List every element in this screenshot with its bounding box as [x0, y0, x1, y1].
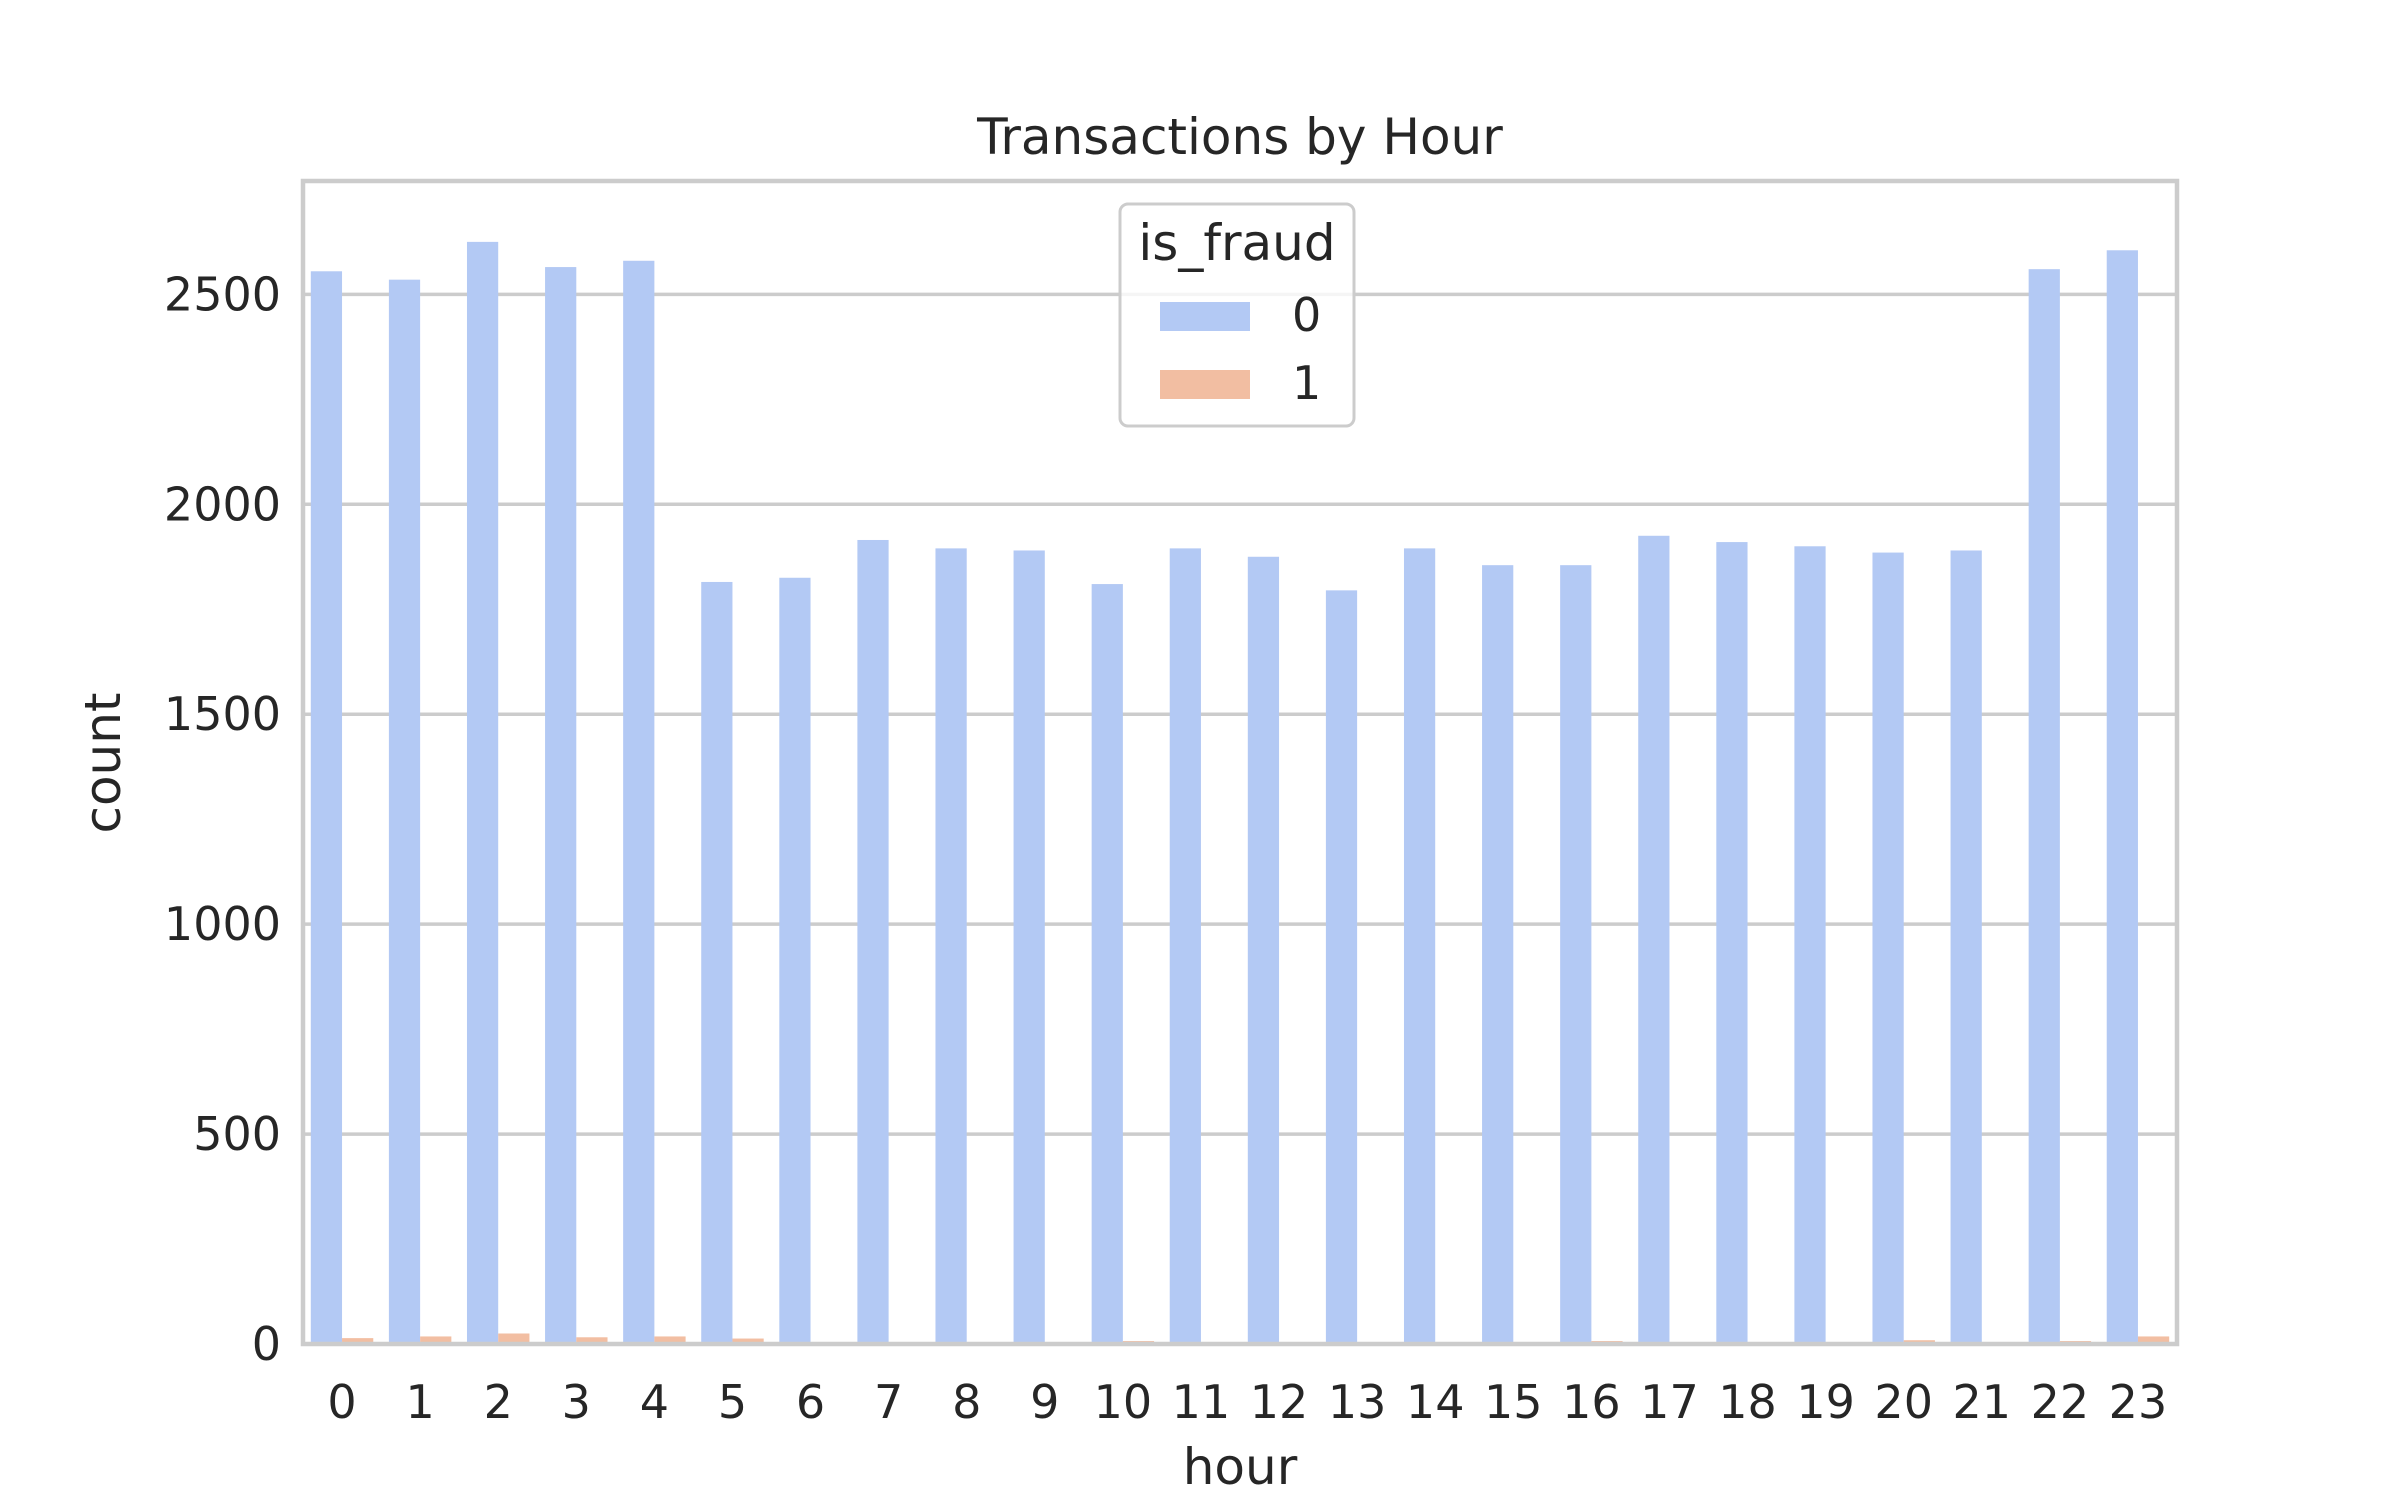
- bar-fraud-1-hour-1: [420, 1336, 452, 1344]
- bar-fraud-0-hour-13: [1325, 590, 1358, 1344]
- bar-fraud-1-hour-23: [2137, 1336, 2170, 1344]
- legend-label-1: 1: [1292, 356, 1321, 410]
- x-tick-label: 8: [952, 1375, 981, 1429]
- x-tick-label: 13: [1328, 1375, 1387, 1429]
- y-axis-label: count: [74, 692, 132, 833]
- x-tick-label: 7: [874, 1375, 903, 1429]
- x-tick-labels: 0 1 2 3 4 5 6 7 8 9 10 11 12 13 14 15 16 17 18 19 20 21 22 23: [327, 1375, 2167, 1429]
- bar-fraud-0-hour-9: [1013, 550, 1045, 1344]
- x-tick-label: 16: [1562, 1375, 1621, 1429]
- x-tick-label: 6: [796, 1375, 825, 1429]
- legend-swatch-1: [1160, 370, 1250, 399]
- x-tick-label: 17: [1640, 1375, 1699, 1429]
- bar-fraud-0-hour-0: [310, 271, 343, 1345]
- bar-fraud-1-hour-4: [654, 1336, 686, 1344]
- x-tick-label: 22: [2031, 1375, 2090, 1429]
- x-tick-label: 20: [1874, 1375, 1933, 1429]
- bar-fraud-0-hour-3: [545, 267, 577, 1344]
- y-tick-labels: 0 500 1000 1500 2000 2500: [164, 267, 281, 1371]
- x-tick-label: 9: [1030, 1375, 1059, 1429]
- bar-fraud-0-hour-18: [1716, 542, 1748, 1344]
- bar-fraud-1-hour-2: [498, 1333, 530, 1344]
- bar-fraud-0-hour-4: [623, 260, 655, 1344]
- y-tick-label: 500: [193, 1107, 281, 1161]
- y-tick-label: 2500: [164, 267, 281, 321]
- y-tick-label: 1000: [164, 897, 281, 951]
- bar-fraud-0-hour-15: [1482, 565, 1514, 1344]
- x-tick-label: 3: [562, 1375, 591, 1429]
- bar-fraud-0-hour-21: [1950, 550, 1982, 1344]
- y-tick-label: 2000: [164, 477, 281, 531]
- bars: [310, 241, 2170, 1345]
- bar-fraud-0-hour-6: [779, 577, 811, 1344]
- chart-title: Transactions by Hour: [976, 108, 1503, 166]
- x-tick-label: 23: [2109, 1375, 2168, 1429]
- bar-fraud-0-hour-2: [466, 241, 499, 1345]
- plot-frame: [300, 178, 2180, 1347]
- bar-fraud-0-hour-12: [1247, 556, 1280, 1344]
- bar-fraud-1-hour-0: [342, 1338, 374, 1344]
- bar-fraud-0-hour-11: [1169, 548, 1201, 1344]
- x-tick-label: 1: [405, 1375, 434, 1429]
- x-tick-label: 15: [1484, 1375, 1543, 1429]
- x-tick-label: 10: [1094, 1375, 1153, 1429]
- bar-fraud-0-hour-14: [1403, 548, 1436, 1344]
- bar-fraud-0-hour-5: [701, 581, 733, 1344]
- bar-fraud-0-hour-1: [388, 279, 421, 1345]
- y-tick-label: 1500: [164, 687, 281, 741]
- legend-title: is_fraud: [1138, 214, 1335, 272]
- bar-fraud-1-hour-5: [732, 1338, 764, 1344]
- x-tick-label: 4: [640, 1375, 669, 1429]
- x-tick-label: 11: [1172, 1375, 1231, 1429]
- x-tick-label: 0: [327, 1375, 356, 1429]
- bar-fraud-0-hour-10: [1091, 584, 1123, 1344]
- bar-fraud-0-hour-19: [1794, 546, 1826, 1344]
- x-tick-label: 18: [1718, 1375, 1777, 1429]
- legend-label-0: 0: [1292, 288, 1321, 342]
- x-tick-label: 14: [1406, 1375, 1465, 1429]
- bar-fraud-0-hour-17: [1638, 535, 1670, 1344]
- x-tick-label: 21: [1953, 1375, 2012, 1429]
- x-tick-label: 12: [1250, 1375, 1309, 1429]
- bar-fraud-0-hour-20: [1872, 552, 1904, 1344]
- bar-fraud-0-hour-7: [857, 539, 889, 1344]
- x-tick-label: 5: [718, 1375, 747, 1429]
- bar-fraud-0-hour-23: [2106, 250, 2138, 1345]
- bar-fraud-0-hour-22: [2028, 269, 2060, 1344]
- bar-fraud-0-hour-16: [1560, 565, 1592, 1344]
- y-tick-label: 0: [252, 1317, 281, 1371]
- legend: is_fraud 0 1: [1118, 202, 1356, 428]
- x-tick-label: 19: [1796, 1375, 1855, 1429]
- bar-fraud-0-hour-8: [935, 548, 967, 1344]
- bar-fraud-1-hour-3: [576, 1337, 608, 1344]
- x-tick-label: 2: [484, 1375, 513, 1429]
- x-axis-label: hour: [1183, 1438, 1298, 1496]
- legend-swatch-0: [1160, 302, 1250, 331]
